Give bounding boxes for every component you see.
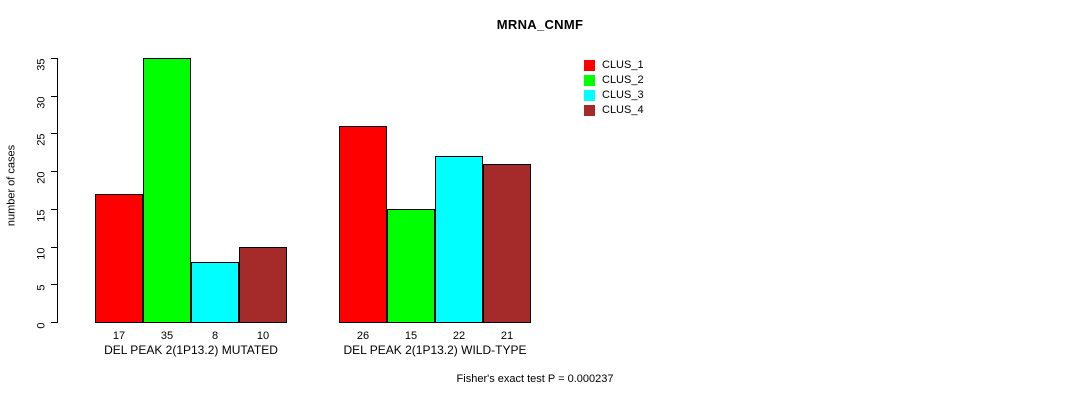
group-label-2: DEL PEAK 2(1P13.2) WILD-TYPE — [343, 343, 527, 357]
bar-count-label: 21 — [500, 330, 514, 342]
y-axis-tick-label: 30 — [35, 96, 48, 109]
y-axis-tick — [51, 95, 57, 97]
y-axis-tick-label: 5 — [35, 284, 48, 291]
y-axis-tick-label: 25 — [35, 133, 48, 147]
bar-clus_1-group1 — [95, 193, 143, 323]
legend-label: CLUS_1 — [602, 59, 644, 71]
legend-color-swatch — [584, 60, 595, 71]
y-axis-tick-label: 10 — [35, 247, 48, 260]
y-axis-tick — [51, 208, 57, 210]
bar-count-label: 26 — [356, 330, 370, 342]
y-axis-tick — [51, 284, 57, 286]
bar-count-label: 35 — [160, 330, 174, 342]
y-axis-tick — [51, 133, 57, 135]
legend-label: CLUS_3 — [602, 89, 644, 101]
y-axis-tick-label: 20 — [35, 171, 48, 184]
bar-clus_3-group2 — [435, 156, 483, 323]
group-baseline — [339, 322, 531, 323]
y-axis-tick — [51, 171, 57, 173]
y-axis-tick-label: 35 — [35, 58, 48, 71]
statistical-test-note: Fisher's exact test P = 0.000237 — [456, 373, 614, 385]
bar-clus_2-group1 — [143, 58, 191, 323]
legend-label: CLUS_4 — [602, 104, 644, 116]
group-label-1: DEL PEAK 2(1P13.2) MUTATED — [104, 343, 278, 357]
page-title: MRNA_CNMF — [496, 17, 584, 32]
bar-clus_3-group1 — [191, 261, 239, 323]
bar-clus_2-group2 — [387, 208, 435, 323]
legend-item-clus_3: CLUS_3 — [584, 88, 644, 103]
legend-color-swatch — [584, 75, 595, 86]
legend: CLUS_1 CLUS_2 CLUS_3 CLUS_4 — [584, 58, 644, 118]
bar-count-label: 15 — [404, 330, 418, 342]
bar-clus_4-group2 — [483, 163, 531, 323]
legend-item-clus_1: CLUS_1 — [584, 58, 644, 73]
y-axis-tick — [51, 58, 57, 59]
legend-color-swatch — [584, 105, 595, 116]
legend-item-clus_4: CLUS_4 — [584, 103, 644, 118]
y-axis-tick — [51, 322, 57, 323]
legend-label: CLUS_2 — [602, 74, 644, 86]
bar-clus_1-group2 — [339, 125, 387, 323]
legend-color-swatch — [584, 90, 595, 101]
bar-clus_4-group1 — [239, 246, 287, 323]
bar-count-label: 8 — [211, 330, 219, 342]
legend-item-clus_2: CLUS_2 — [584, 73, 644, 88]
y-axis-title: number of cases — [5, 144, 18, 227]
bar-count-label: 22 — [452, 330, 466, 342]
group-baseline — [95, 322, 287, 323]
bar-count-label: 17 — [112, 330, 126, 342]
y-axis-tick-label: 15 — [35, 209, 48, 222]
y-axis-tick — [51, 246, 57, 248]
bar-count-label: 10 — [256, 330, 270, 342]
y-axis-line — [57, 58, 58, 323]
